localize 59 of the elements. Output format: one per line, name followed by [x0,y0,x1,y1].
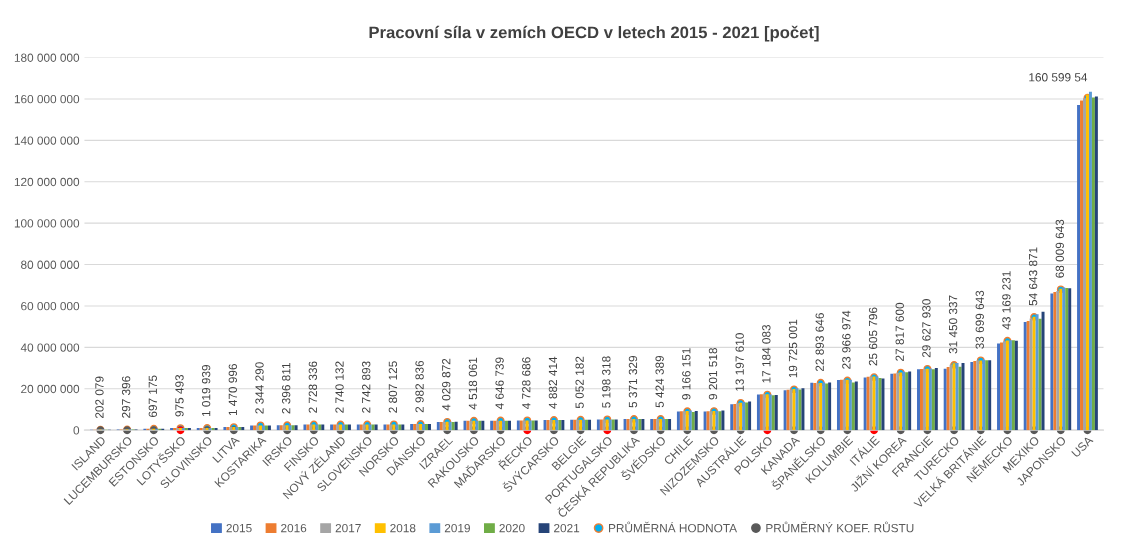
y-tick-label: 20 000 000 [21,384,80,394]
data-label: 160 599 54 [1029,73,1088,82]
chart-title: Pracovní síla v zemích OECD v letech 2015 - 2021 [počet] [369,25,819,42]
legend-label: 2020 [499,523,525,533]
data-label: 297 396 [121,376,131,418]
data-label: 17 184 083 [762,324,771,383]
legend-label: 2019 [444,523,470,533]
y-tick-label: 140 000 000 [14,136,80,145]
data-label: 33 699 643 [975,290,984,349]
data-label: 2 807 125 [388,361,398,413]
data-label: 5 424 389 [655,355,664,408]
data-label: 31 450 337 [948,295,958,354]
data-label: 5 052 182 [575,356,584,409]
data-label: 5 198 318 [602,356,611,408]
y-tick-label: 60 000 000 [21,302,80,311]
legend-label: 2016 [281,523,307,533]
data-label: 25 605 796 [868,307,878,366]
data-label: 4 029 872 [442,358,451,411]
x-tick-label: USA [1071,435,1094,458]
data-label: 2 396 811 [282,363,291,414]
legend-label: 2021 [554,523,580,533]
y-tick-label: 0 [73,426,80,435]
data-label: 43 169 231 [1002,271,1011,330]
data-label: 4 882 414 [548,356,558,409]
data-label: 2 742 893 [362,361,371,413]
y-tick-label: 120 000 000 [14,177,80,187]
data-label: 9 201 518 [708,348,718,400]
y-tick-label: 180 000 000 [14,53,80,62]
y-tick-label: 40 000 000 [20,343,80,352]
data-label: 27 817 600 [895,302,904,361]
legend-label: 2015 [226,523,252,533]
legend-label: 2018 [390,523,416,533]
data-label: 1 019 939 [201,365,211,417]
data-label: 202 079 [95,376,104,419]
legend-label: PRŮMĚRNÝ KOEF. RŮSTU [766,521,914,533]
data-label: 13 197 610 [735,333,744,391]
data-label: 19 725 001 [788,319,798,378]
data-label: 22 893 646 [815,313,824,372]
data-label: 2 740 132 [335,361,344,413]
data-label: 1 470 996 [228,364,238,416]
y-tick-label: 100 000 000 [14,219,80,228]
data-label: 54 643 871 [1028,247,1038,306]
data-label: 29 627 930 [922,299,931,358]
data-label: 4 518 061 [468,357,478,410]
data-label: 23 966 974 [842,310,851,369]
data-label: 975 493 [175,374,184,417]
y-tick-label: 80 000 000 [21,260,80,269]
data-label: 9 166 151 [682,348,691,400]
legend-label: 2017 [335,523,361,533]
data-label: 68 009 643 [1055,219,1064,278]
data-label: 2 982 836 [415,360,424,413]
legend-label: PRŮMĚRNÁ HODNOTA [609,521,738,533]
data-label: 2 344 290 [255,362,264,414]
data-label: 2 728 336 [308,361,318,413]
data-label: 697 175 [148,375,157,418]
y-tick-label: 160 000 000 [14,94,80,104]
data-label: 4 728 686 [522,357,531,410]
data-label: 5 371 329 [628,355,638,408]
data-label: 4 646 739 [495,357,504,410]
